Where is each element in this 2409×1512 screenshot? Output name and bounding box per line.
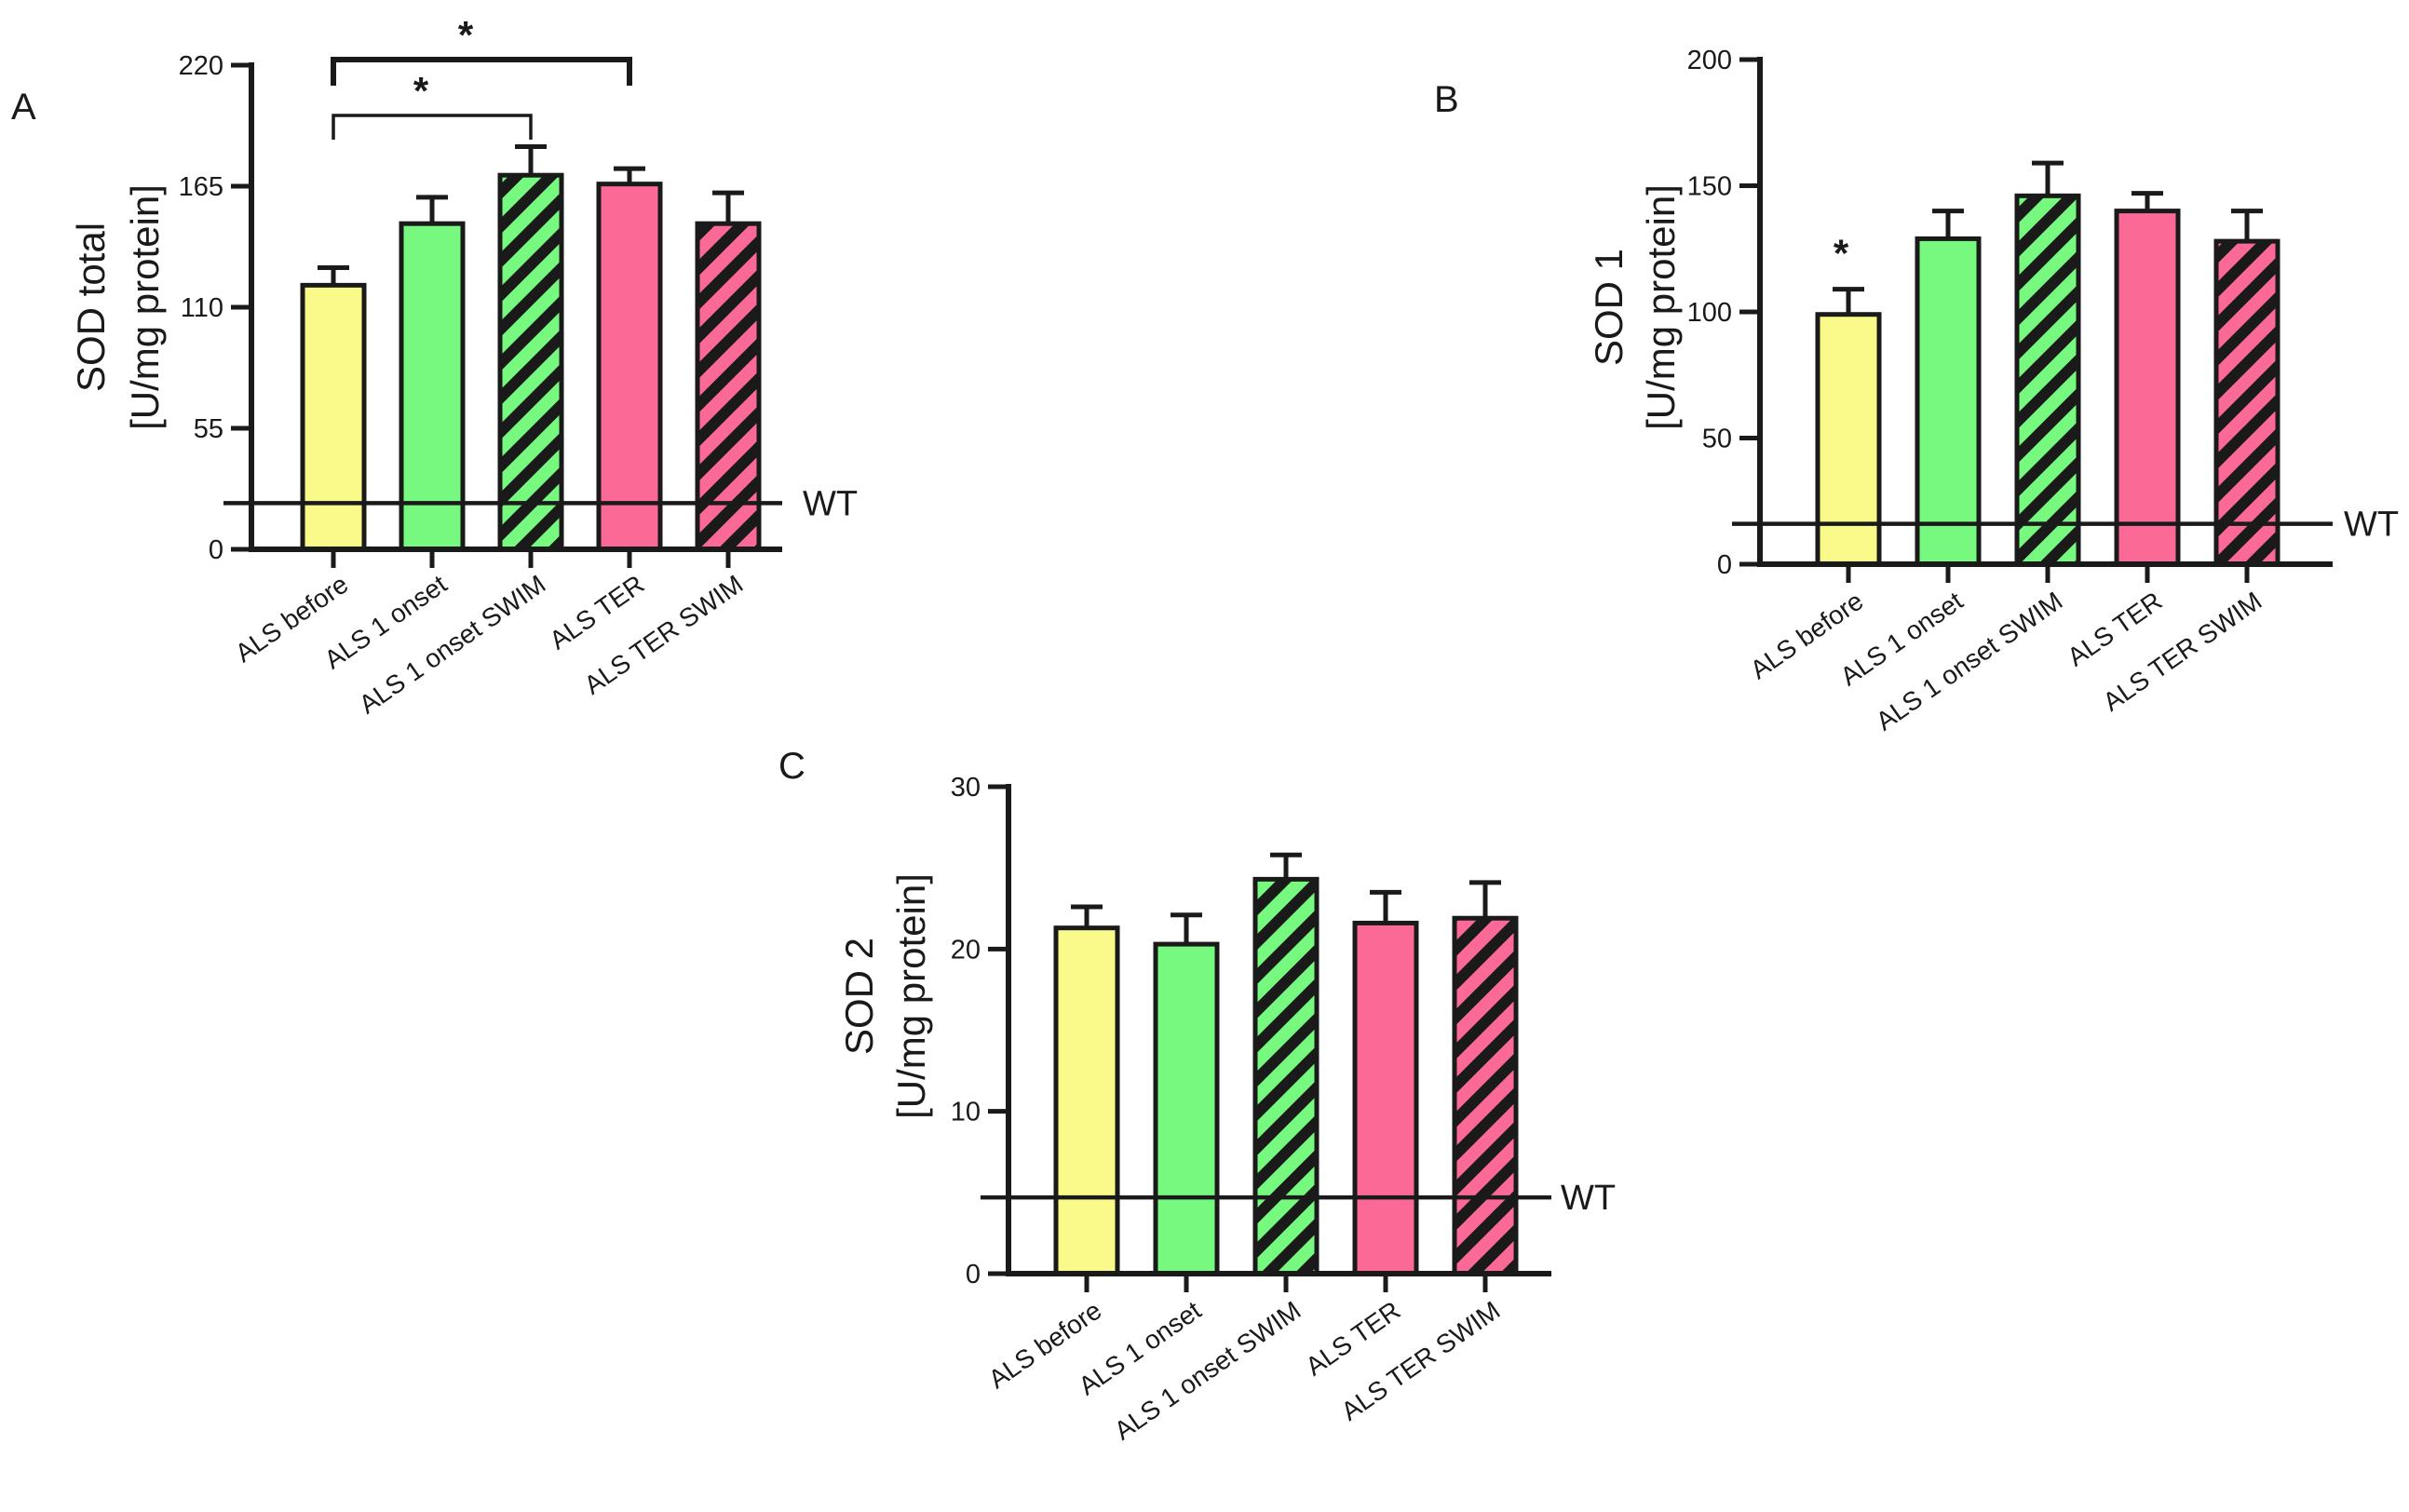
y-tick-label: 50	[1702, 425, 1732, 454]
chart-panel-b: B SOD 1 [U/mg protein] WT 0 50 100 150 200 ALS…	[1434, 46, 2399, 736]
y-tick-label: 10	[951, 1098, 981, 1127]
bar	[1915, 236, 1982, 567]
y-axis-label-c-line1: SOD 2	[837, 938, 881, 1055]
significance-bracket	[332, 114, 533, 140]
y-tick-label: 150	[1687, 172, 1732, 202]
y-tick-label: 100	[1687, 298, 1732, 328]
bar	[300, 282, 367, 552]
y-tick-label: 0	[209, 535, 223, 565]
bar	[1153, 941, 1220, 1276]
bar	[695, 221, 762, 552]
chart-panel-a: A SOD total [U/mg protein] WT 0 55 110 165 22…	[11, 13, 858, 720]
y-tick-label: 110	[181, 293, 223, 323]
y-axis-label-c-line2: [U/mg protein]	[889, 873, 933, 1119]
wt-label: WT	[2344, 506, 2399, 545]
y-axis-label-b-line2: [U/mg protein]	[1639, 184, 1683, 430]
y-axis-label-a-line1: SOD total	[69, 223, 113, 392]
bar	[1053, 925, 1120, 1276]
y-tick-label: 200	[1687, 46, 1732, 75]
significance-star: *	[458, 13, 474, 57]
bar	[2213, 238, 2280, 567]
wt-label: WT	[803, 484, 858, 523]
bar	[1352, 920, 1419, 1276]
bar	[1252, 876, 1320, 1276]
y-tick-label: 30	[951, 773, 981, 803]
y-axis-label-b-line1: SOD 1	[1587, 249, 1631, 366]
y-tick-label: 20	[951, 935, 981, 965]
significance-bracket	[331, 57, 632, 86]
wt-label: WT	[1561, 1179, 1616, 1218]
bar	[2114, 209, 2181, 567]
category-label: ALS 1 onset SWIM	[1871, 587, 2068, 736]
category-label: ALS 1 onset SWIM	[1109, 1296, 1306, 1446]
bar	[399, 221, 466, 552]
y-tick-label: 165	[179, 172, 223, 202]
y-tick-label: 220	[179, 51, 223, 81]
significance-star: *	[413, 69, 429, 113]
panel-label-b: B	[1434, 79, 1459, 120]
panel-label-a: A	[11, 87, 36, 128]
y-tick-label: 0	[966, 1260, 981, 1289]
bar	[596, 182, 663, 552]
category-label: ALS 1 onset SWIM	[354, 570, 551, 720]
bar	[1815, 312, 1882, 567]
y-tick-label: 0	[1717, 550, 1732, 580]
y-tick-label: 55	[194, 414, 223, 444]
bar	[497, 172, 564, 552]
panel-label-c: C	[778, 746, 805, 787]
bar	[1452, 915, 1519, 1276]
significance-star: *	[1834, 232, 1849, 276]
bar	[2014, 193, 2081, 567]
y-axis-label-a-line2: [U/mg protein]	[123, 184, 167, 430]
